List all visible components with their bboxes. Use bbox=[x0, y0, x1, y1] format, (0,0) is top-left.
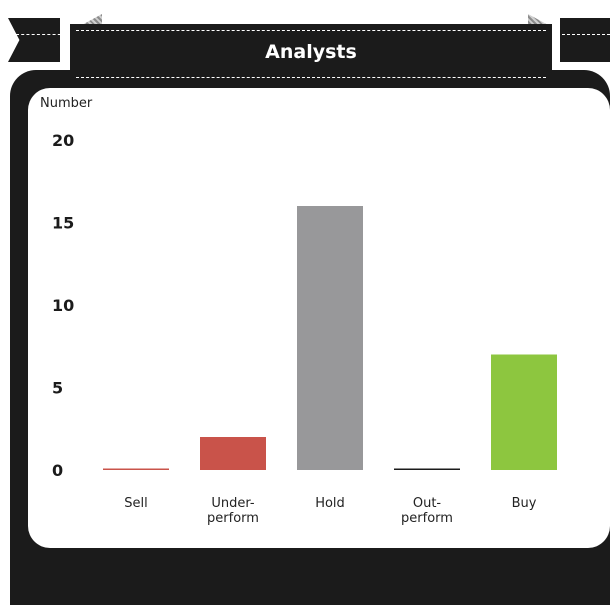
title-ribbon: Analysts bbox=[70, 24, 552, 84]
bar bbox=[491, 354, 557, 470]
ribbon-stitch bbox=[562, 62, 610, 63]
y-tick-label: 0 bbox=[52, 461, 63, 480]
bar bbox=[200, 437, 266, 470]
y-tick-label: 20 bbox=[52, 131, 74, 150]
ribbon-stitch bbox=[16, 62, 66, 63]
chart-title: Analysts bbox=[265, 41, 357, 63]
y-tick-label: 5 bbox=[52, 379, 63, 398]
x-tick-label: Hold bbox=[315, 496, 345, 511]
y-axis-label: Number bbox=[40, 96, 93, 111]
x-tick-label: Sell bbox=[124, 496, 147, 511]
x-tick-label: Under-perform bbox=[207, 496, 259, 526]
bar bbox=[394, 468, 460, 470]
x-tick-label: Out-perform bbox=[401, 496, 453, 526]
x-tick-label: Buy bbox=[512, 496, 537, 511]
bar bbox=[103, 468, 169, 470]
y-tick-label: 15 bbox=[52, 214, 74, 233]
ribbon-stitch bbox=[16, 34, 66, 35]
ribbon-right-end bbox=[560, 18, 610, 62]
ribbon-stitch bbox=[562, 34, 610, 35]
y-tick-label: 10 bbox=[52, 296, 74, 315]
bar bbox=[297, 206, 363, 470]
